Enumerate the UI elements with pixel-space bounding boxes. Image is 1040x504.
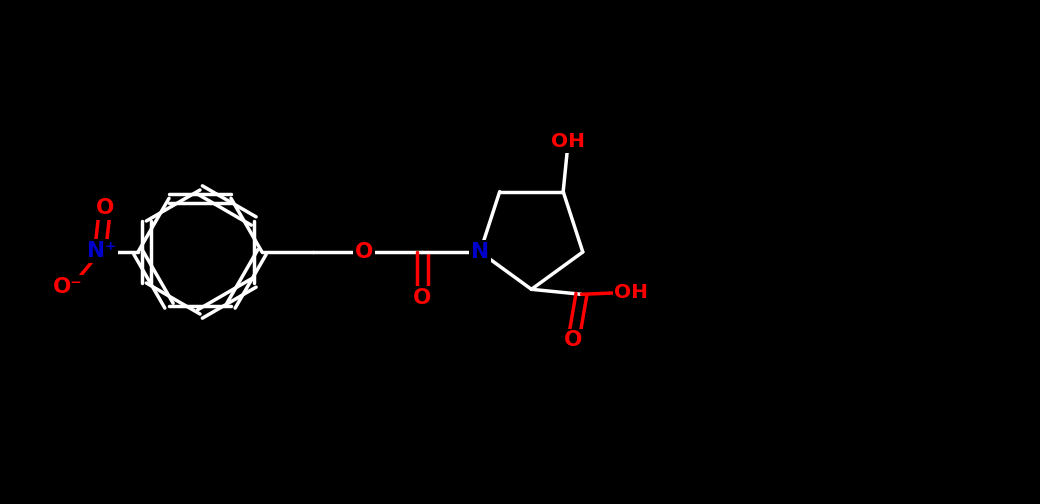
- Text: O: O: [565, 330, 582, 350]
- Text: N: N: [471, 242, 489, 262]
- Text: O: O: [413, 288, 432, 308]
- Text: N⁺: N⁺: [87, 241, 116, 261]
- Text: OH: OH: [551, 132, 586, 151]
- Text: O⁻: O⁻: [53, 277, 83, 297]
- Text: O: O: [96, 198, 114, 218]
- Text: O: O: [355, 242, 373, 262]
- Text: OH: OH: [615, 283, 648, 302]
